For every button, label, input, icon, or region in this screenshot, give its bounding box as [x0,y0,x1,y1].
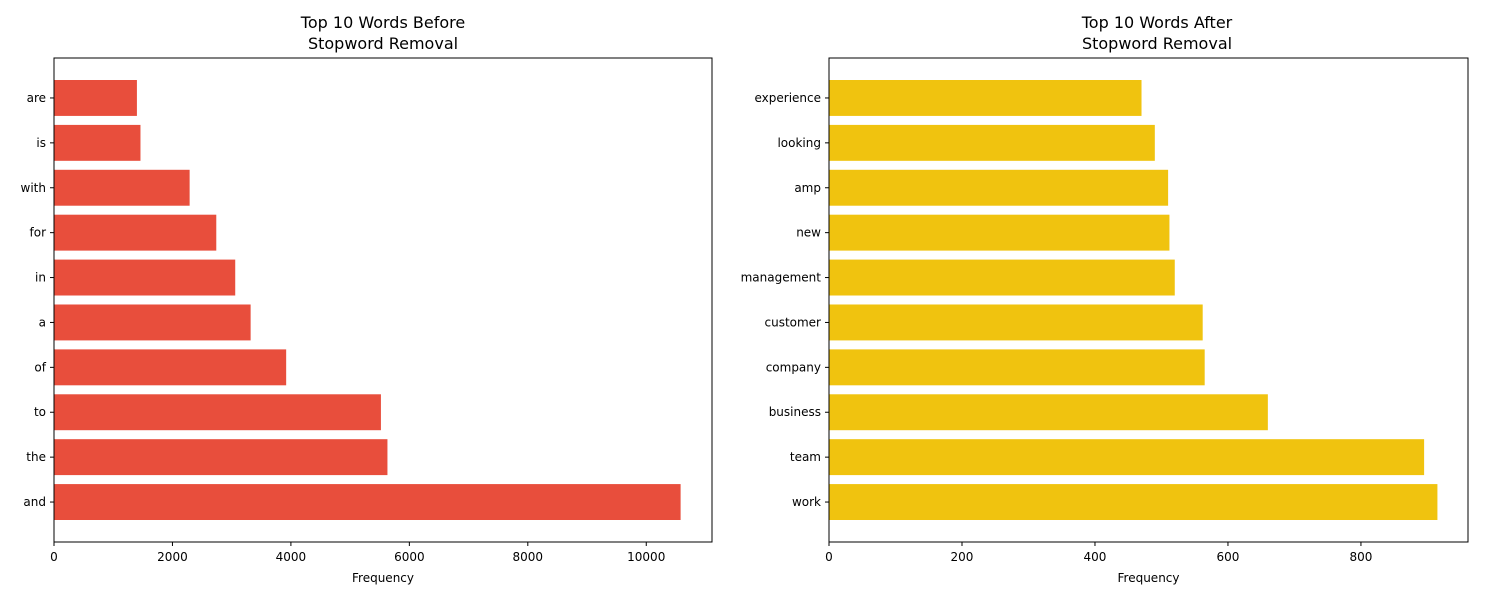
y-tick-label: management [741,271,822,285]
y-tick-label: amp [794,181,821,195]
y-tick-label: new [796,226,821,240]
plot-frame [828,57,1469,543]
x-tick-label: 600 [1217,550,1240,564]
chart-panel-before: Top 10 Words Before Stopword Removal and th… [21,13,713,585]
bar-team [829,439,1425,476]
x-tick-label: 8000 [513,550,544,564]
bar-in [54,259,236,296]
bar-experience [829,80,1142,116]
bar-the [54,439,388,476]
y-tick-label: business [769,405,821,419]
y-tick-label: to [34,405,46,419]
y-tick-label: for [30,226,47,240]
y-tick-label: with [21,181,46,195]
bar-to [54,394,381,431]
chart-title: Top 10 Words After Stopword Removal [1081,13,1233,53]
y-tick-label: work [792,495,821,509]
bar-looking [829,124,1155,161]
y-tick-label: and [23,495,46,509]
x-tick-label: 0 [50,550,58,564]
bar-with [54,169,190,206]
bar-amp [829,169,1169,206]
x-tick-label: 2000 [157,550,188,564]
bar-and [54,484,681,520]
y-tick-label: looking [777,136,821,150]
x-tick-label: 200 [951,550,974,564]
y-tick-label: in [35,271,46,285]
bar-company [829,349,1205,386]
bar-are [54,80,137,116]
bar-a [54,304,251,341]
y-tick-label: team [790,450,821,464]
x-tick-label: 10000 [627,550,665,564]
y-tick-label: a [39,315,46,329]
y-tick-label: are [27,91,46,105]
bar-of [54,349,287,386]
y-tick-label: experience [754,91,821,105]
chart-panel-after: Top 10 Words After Stopword Removal work te… [741,13,1469,585]
y-tick-label: customer [764,315,821,329]
bar-for [54,214,217,251]
bar-work [829,484,1438,520]
plot-frame [53,57,713,543]
y-tick-label: company [766,360,821,374]
bar-management [829,259,1175,296]
x-tick-label: 800 [1349,550,1372,564]
bar-customer [829,304,1203,341]
bar-business [829,394,1268,431]
x-tick-label: 4000 [276,550,307,564]
y-tick-label: the [26,450,46,464]
x-tick-label: 6000 [394,550,425,564]
x-tick-label: 0 [825,550,833,564]
bar-is [54,124,141,161]
x-tick-label: 400 [1084,550,1107,564]
chart-title: Top 10 Words Before Stopword Removal [300,13,465,53]
y-tick-label: is [36,136,46,150]
y-tick-label: of [34,360,46,374]
x-axis-label: Frequency [1118,571,1180,585]
x-axis-label: Frequency [352,571,414,585]
bar-new [829,214,1170,251]
